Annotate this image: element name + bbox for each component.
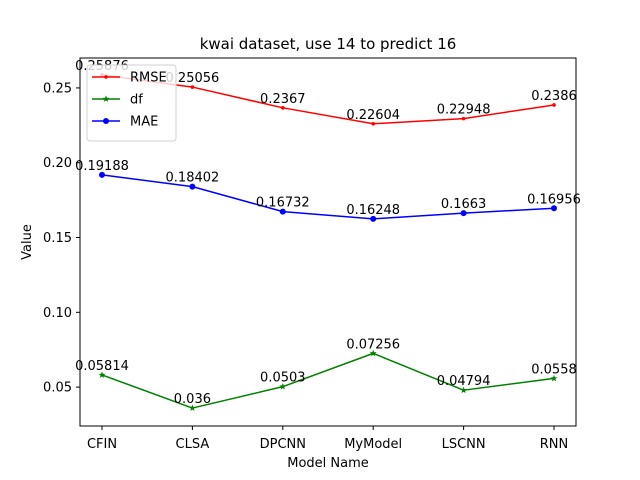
point-mae-lscnn — [460, 210, 467, 217]
legend-box — [86, 64, 177, 142]
data-label-df-clsa: 0.036 — [174, 392, 211, 407]
legend-item-rmse: RMSE — [92, 71, 167, 86]
data-label-mae-cfin: 0.19188 — [75, 159, 129, 174]
x-tick-label-mymodel: MyModel — [344, 437, 402, 452]
y-axis: 0.05 0.10 0.15 0.20 0.25 — [43, 81, 80, 396]
data-label-rmse-mymodel: 0.22604 — [346, 108, 400, 123]
point-rmse-lscnn — [461, 116, 466, 121]
y-axis-title: Value — [20, 224, 35, 260]
data-label-df-lscnn: 0.04794 — [437, 374, 491, 389]
x-tick-label-lscnn: LSCNN — [442, 437, 486, 452]
data-label-rmse-dpcnn: 0.2367 — [260, 92, 306, 107]
legend-label-rmse: RMSE — [130, 71, 167, 86]
legend-marker-mae — [103, 118, 109, 124]
data-label-rmse-clsa: 0.25056 — [166, 71, 220, 86]
y-tick-label-0-10: 0.10 — [43, 306, 72, 321]
data-label-df-cfin: 0.05814 — [75, 359, 129, 374]
data-label-rmse-lscnn: 0.22948 — [437, 103, 491, 118]
data-label-mae-clsa: 0.18402 — [166, 171, 220, 186]
data-label-mae-dpcnn: 0.16732 — [256, 196, 310, 211]
series-line-mae — [101, 174, 555, 220]
series-line-rmse — [101, 74, 555, 125]
point-df-lscnn — [460, 386, 468, 394]
data-label-mae-lscnn: 0.1663 — [441, 197, 487, 212]
point-mae-mymodel — [370, 215, 377, 222]
legend-label-mae: MAE — [130, 115, 158, 130]
point-df-clsa — [188, 404, 196, 411]
data-label-df-mymodel: 0.07256 — [346, 337, 400, 352]
data-label-mae-rnn: 0.16956 — [527, 192, 581, 207]
data-label-layer: 0.258760.250560.23670.226040.229480.2386… — [75, 59, 581, 407]
x-tick-label-dpcnn: DPCNN — [260, 437, 306, 452]
series-mae — [99, 171, 557, 222]
point-mae-rnn — [551, 205, 557, 212]
y-tick-label-0-20: 0.20 — [43, 156, 72, 171]
legend-item-mae: MAE — [92, 115, 158, 130]
legend-marker-rmse — [104, 75, 108, 79]
point-df-dpcnn — [279, 383, 287, 390]
x-tick-label-clsa: CLSA — [176, 437, 210, 452]
point-mae-clsa — [189, 183, 196, 190]
legend: RMSE df MAE — [86, 64, 177, 142]
x-axis-title: Model Name — [287, 456, 369, 471]
x-tick-label-cfin: CFIN — [87, 437, 117, 452]
data-label-df-rnn: 0.0558 — [531, 362, 577, 377]
y-tick-label-0-15: 0.15 — [43, 231, 72, 246]
point-rmse-rnn — [552, 103, 556, 107]
point-rmse-clsa — [190, 85, 195, 89]
point-df-cfin — [98, 371, 106, 378]
point-mae-dpcnn — [279, 208, 286, 215]
data-label-df-dpcnn: 0.0503 — [260, 371, 306, 386]
y-tick-label-0-25: 0.25 — [43, 81, 72, 96]
data-label-rmse-rnn: 0.2386 — [531, 89, 577, 104]
series-layer — [98, 73, 558, 411]
point-rmse-dpcnn — [281, 106, 285, 110]
point-rmse-mymodel — [371, 121, 376, 126]
series-line-df — [101, 352, 555, 409]
point-df-mymodel — [369, 349, 377, 357]
point-mae-cfin — [99, 171, 105, 178]
legend-item-df: df — [92, 93, 143, 108]
y-tick-label-0-05: 0.05 — [43, 381, 72, 396]
x-tick-label-rnn: RNN — [540, 437, 568, 452]
legend-marker-df — [102, 95, 110, 102]
x-axis: CFIN CLSA DPCNN MyModel LSCNN RNN — [87, 426, 568, 452]
point-df-rnn — [550, 374, 558, 382]
data-label-mae-mymodel: 0.16248 — [346, 203, 400, 218]
chart-title: kwai dataset, use 14 to predict 16 — [200, 35, 457, 53]
series-df — [98, 349, 558, 411]
plot-frame — [79, 57, 577, 427]
legend-label-df: df — [130, 93, 143, 108]
